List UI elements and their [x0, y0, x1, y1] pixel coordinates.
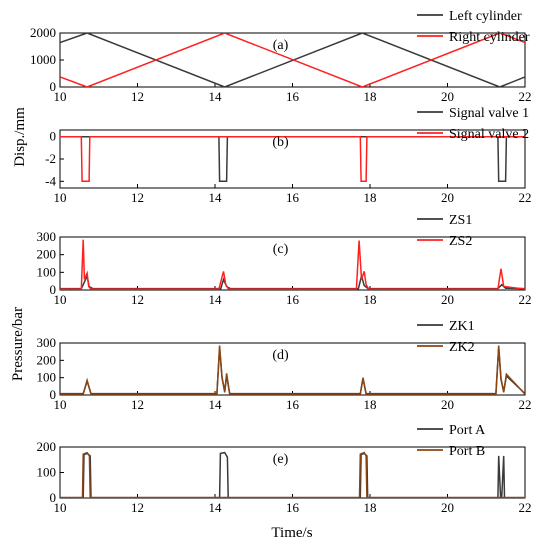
panel-a-legend-label-2: Right cylinder — [449, 30, 530, 45]
panel-c-legend-label-2: ZS2 — [449, 234, 472, 249]
panel-c-xtick-label: 18 — [364, 292, 377, 307]
panel-c-series-2-line — [60, 239, 525, 290]
panel-a: 10 12 14 16 18 20 22 0 1000 2000 (a) Left cylinder R… — [30, 9, 532, 104]
panel-e-ytick-label: 100 — [37, 465, 57, 480]
panel-a-xtick-label: 20 — [441, 89, 454, 104]
panel-e-series-2-line — [60, 451, 525, 498]
panel-d-xtick-label: 22 — [519, 397, 532, 412]
panel-d-xtick-label: 18 — [364, 397, 377, 412]
panel-e-xtick-label: 22 — [519, 500, 532, 515]
panel-b-label: (b) — [272, 135, 289, 150]
panel-c: 10 12 14 16 18 20 22 0 100 200 300 (c) ZS1 ZS2 — [37, 213, 532, 307]
panel-e-xtick-label: 10 — [54, 500, 67, 515]
panel-b-xtick-label: 16 — [286, 190, 300, 205]
panel-b-ytick-label: -4 — [45, 173, 56, 188]
panel-c-xtick-label: 14 — [209, 292, 223, 307]
panel-a-xtick-label: 16 — [286, 89, 300, 104]
panel-a-legend-label-1: Left cylinder — [449, 9, 522, 24]
panel-e-series-1-line — [60, 451, 525, 498]
panel-a-xtick-label: 14 — [209, 89, 223, 104]
panel-e: 10 12 14 16 18 20 22 0 100 200 (e) Port A Port B — [37, 423, 532, 515]
panel-a-series-2-line — [60, 33, 525, 87]
panel-d-xtick-label: 20 — [441, 397, 454, 412]
panel-c-xtick-label: 20 — [441, 292, 454, 307]
panel-d-xtick-label: 14 — [209, 397, 223, 412]
panel-d-ytick-label: 200 — [37, 352, 57, 367]
panel-d-series-1-line — [60, 348, 525, 395]
panel-e-label: (e) — [273, 452, 289, 467]
panel-d-xtick-label: 16 — [286, 397, 300, 412]
panel-d-label: (d) — [272, 348, 289, 363]
x-axis-title: Time/s — [271, 525, 312, 541]
panel-b-legend-label-2: Signal valve 2 — [449, 127, 529, 142]
panel-d-ytick-label: 300 — [37, 335, 57, 350]
panel-c-label: (c) — [273, 242, 289, 257]
panel-b-xtick-label: 10 — [54, 190, 67, 205]
panel-b-ytick-label: -2 — [45, 151, 56, 166]
panel-e-xtick-label: 14 — [209, 500, 223, 515]
panel-b-xtick-label: 18 — [364, 190, 377, 205]
panel-e-legend-label-1: Port A — [449, 423, 486, 438]
y-axis-title-pressure: Pressure/bar — [10, 307, 26, 381]
panel-e-ytick-label: 0 — [50, 490, 57, 505]
panel-a-xtick-label: 18 — [364, 89, 377, 104]
y-axis-title-displacement: Disp./mm — [12, 107, 28, 167]
panel-e-xtick-label: 16 — [286, 500, 300, 515]
panel-a-xtick-label: 10 — [54, 89, 67, 104]
panel-e-xtick-label: 18 — [364, 500, 377, 515]
panel-d: 10 12 14 16 18 20 22 0 100 200 300 (d) ZK1 ZK2 — [37, 319, 532, 412]
panel-c-legend-label-1: ZS1 — [449, 213, 472, 228]
panel-a-ytick-label: 0 — [50, 79, 57, 94]
panel-c-xtick-label: 12 — [131, 292, 144, 307]
panel-d-xtick-label: 12 — [131, 397, 144, 412]
panel-d-ytick-label: 0 — [50, 387, 57, 402]
panel-e-ytick-label: 200 — [37, 439, 57, 454]
panel-c-xtick-label: 16 — [286, 292, 300, 307]
panel-d-ytick-label: 100 — [37, 370, 57, 385]
panel-a-ytick-label: 2000 — [30, 25, 56, 40]
panel-b-ytick-label: 0 — [50, 129, 57, 144]
panel-a-xtick-label: 22 — [519, 89, 532, 104]
panel-a-label: (a) — [273, 38, 289, 53]
panel-c-xtick-label: 22 — [519, 292, 532, 307]
panel-b-xtick-label: 20 — [441, 190, 454, 205]
panel-c-ytick-label: 100 — [37, 264, 57, 279]
panel-b-xtick-label: 14 — [209, 190, 223, 205]
panel-c-ytick-label: 200 — [37, 247, 57, 262]
panel-e-xtick-label: 20 — [441, 500, 454, 515]
panel-c-xtick-label: 10 — [54, 292, 67, 307]
panel-b-xtick-label: 22 — [519, 190, 532, 205]
panel-b-legend-label-1: Signal valve 1 — [449, 106, 529, 121]
panel-a-xtick-label: 12 — [131, 89, 144, 104]
panel-d-legend-label-2: ZK2 — [449, 340, 475, 355]
panel-c-ytick-label: 0 — [50, 282, 57, 297]
panel-d-legend-label-1: ZK1 — [449, 319, 475, 334]
panel-e-legend-label-2: Port B — [449, 444, 485, 459]
panel-b-series-2-line — [60, 135, 525, 183]
panel-c-ytick-label: 300 — [37, 229, 57, 244]
panel-e-xtick-label: 12 — [131, 500, 144, 515]
panel-b-xtick-label: 12 — [131, 190, 144, 205]
panel-b-series-1-line — [60, 135, 525, 183]
panel-a-ytick-label: 1000 — [30, 52, 56, 67]
panel-d-series-2-line — [60, 345, 525, 395]
panel-d-xtick-label: 10 — [54, 397, 67, 412]
panel-b: 10 12 14 16 18 20 22 0 -2 -4 (b) Signal valve 1 Sign… — [45, 106, 531, 205]
